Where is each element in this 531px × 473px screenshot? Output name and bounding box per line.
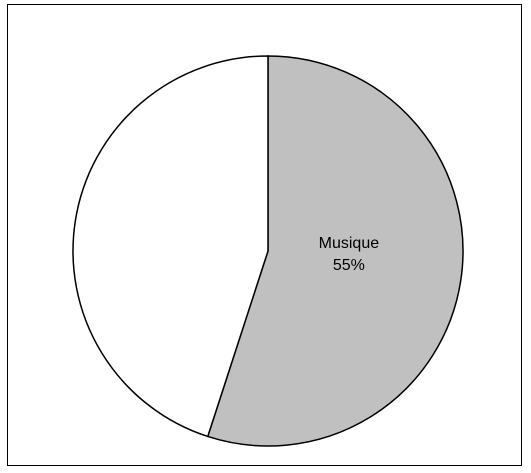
slice-percent-label: 55% (333, 257, 365, 274)
pie-slices (73, 56, 463, 446)
slice-category-label: Musique (319, 235, 380, 252)
